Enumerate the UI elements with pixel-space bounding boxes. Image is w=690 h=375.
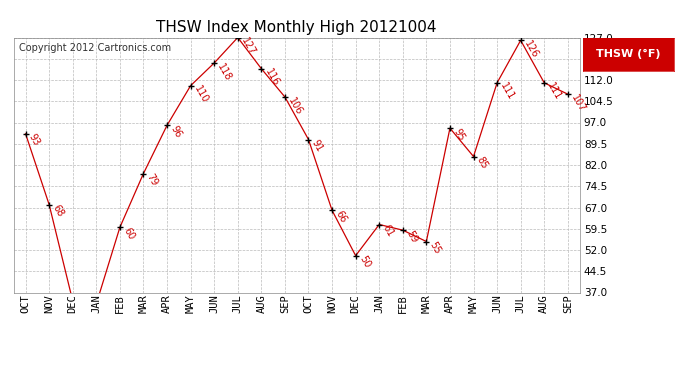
Text: 111: 111 xyxy=(546,81,564,102)
Text: 60: 60 xyxy=(121,226,136,242)
Text: 106: 106 xyxy=(286,96,304,117)
Title: THSW Index Monthly High 20121004: THSW Index Monthly High 20121004 xyxy=(157,20,437,35)
Text: 55: 55 xyxy=(428,240,443,256)
Text: 68: 68 xyxy=(50,203,66,219)
Text: 96: 96 xyxy=(168,124,184,140)
Text: 107: 107 xyxy=(569,93,587,114)
Text: 118: 118 xyxy=(215,62,233,82)
Text: 34: 34 xyxy=(0,374,1,375)
Text: 93: 93 xyxy=(27,132,42,148)
Text: 66: 66 xyxy=(333,209,348,225)
Text: THSW (°F): THSW (°F) xyxy=(596,50,661,59)
Text: 79: 79 xyxy=(145,172,159,188)
Text: 85: 85 xyxy=(475,155,490,171)
Text: 95: 95 xyxy=(451,127,466,142)
Text: Copyright 2012 Cartronics.com: Copyright 2012 Cartronics.com xyxy=(19,43,172,52)
Text: 111: 111 xyxy=(498,81,516,102)
Text: 61: 61 xyxy=(381,223,395,239)
Text: 110: 110 xyxy=(192,84,210,105)
Text: 50: 50 xyxy=(357,254,372,270)
Text: 33: 33 xyxy=(0,374,1,375)
Text: 59: 59 xyxy=(404,229,419,244)
Text: 127: 127 xyxy=(239,36,257,57)
Text: 91: 91 xyxy=(310,138,325,154)
Text: 126: 126 xyxy=(522,39,540,60)
Text: 116: 116 xyxy=(263,67,281,88)
